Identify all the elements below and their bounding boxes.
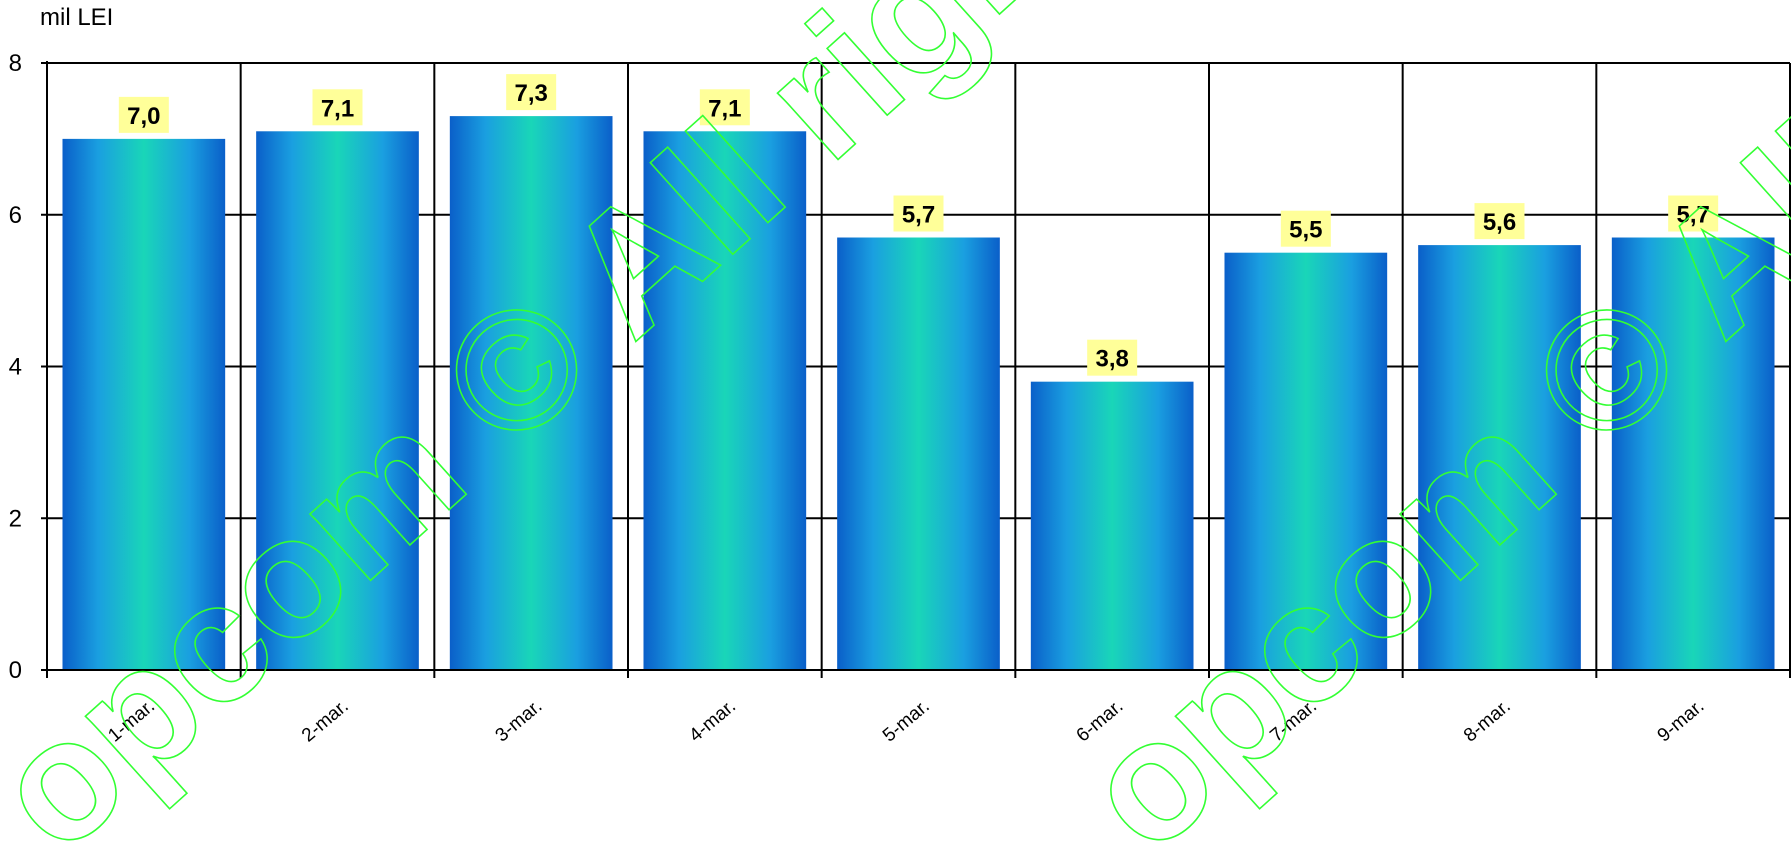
data-label-background <box>699 89 750 126</box>
x-tick-label: 9-mar. <box>1654 696 1709 747</box>
x-tick-label: 3-mar. <box>492 696 547 747</box>
y-axis-unit-label: mil LEI <box>40 4 114 31</box>
bar <box>1611 237 1775 670</box>
y-tick-label: 4 <box>9 354 22 381</box>
y-tick-label: 0 <box>9 657 22 684</box>
y-tick-label: 2 <box>9 505 22 532</box>
bar <box>643 131 807 671</box>
bar <box>62 138 226 670</box>
data-label-background <box>506 74 557 111</box>
bars <box>62 116 1775 671</box>
data-label-background <box>1474 203 1525 240</box>
x-tick-label: 4-mar. <box>685 696 740 747</box>
data-label: 5,6 <box>1483 209 1516 236</box>
bar <box>1224 252 1388 670</box>
bar <box>256 131 419 671</box>
x-tick-label: 8-mar. <box>1460 696 1515 747</box>
x-tick-label: 5-mar. <box>879 696 934 747</box>
y-tick-label: 6 <box>9 202 22 229</box>
data-label-background <box>893 195 944 232</box>
data-label: 7,1 <box>708 95 741 122</box>
data-label: 5,5 <box>1289 217 1322 244</box>
bar <box>1030 381 1194 670</box>
data-label: 7,3 <box>514 80 547 107</box>
data-label: 3,8 <box>1095 346 1128 373</box>
data-label-background <box>1280 210 1331 247</box>
y-tick-label: 8 <box>9 50 22 77</box>
data-labels: 7,0 7,1 7,3 7,1 5,7 3,8 5,5 5,6 5,7 <box>118 74 1719 376</box>
data-label: 7,0 <box>127 103 160 130</box>
data-label-background <box>118 96 169 133</box>
data-label-background <box>312 89 363 126</box>
data-label: 5,7 <box>1676 202 1709 229</box>
bar <box>1418 245 1581 670</box>
data-label: 5,7 <box>902 202 935 229</box>
data-label: 7,1 <box>321 95 354 122</box>
bar <box>837 237 1000 670</box>
data-label-background <box>1668 195 1719 232</box>
data-label-background <box>1087 339 1138 376</box>
x-tick-label: 2-mar. <box>298 696 353 747</box>
bar <box>449 116 613 671</box>
